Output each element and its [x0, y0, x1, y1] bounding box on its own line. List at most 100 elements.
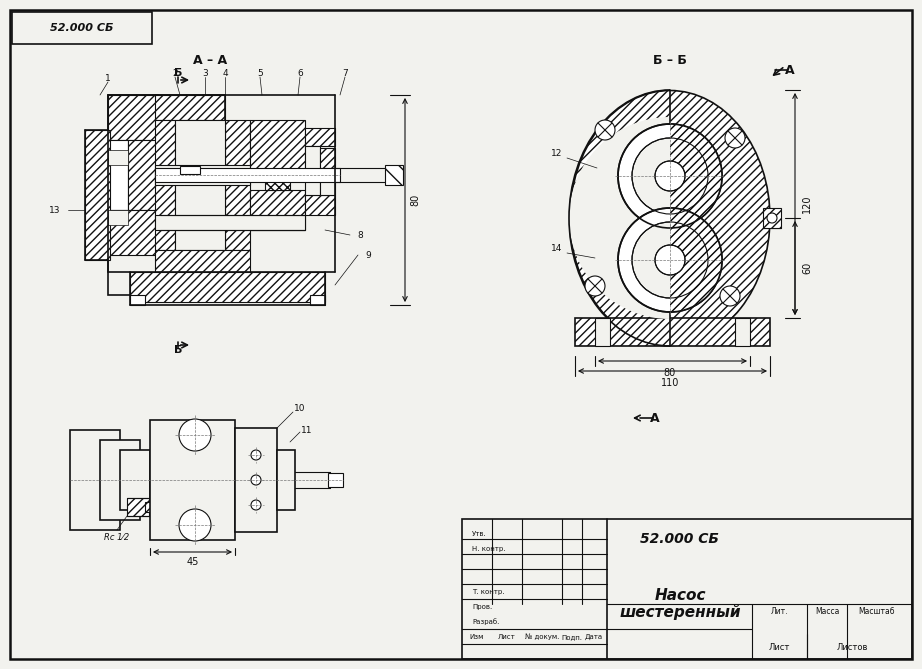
Text: 1: 1: [105, 74, 111, 82]
Bar: [462, 519, 912, 659]
Text: 12: 12: [551, 149, 562, 157]
Text: 45: 45: [187, 557, 199, 567]
Bar: [128, 140, 158, 210]
Bar: [108, 140, 128, 210]
Bar: [100, 440, 140, 520]
Wedge shape: [670, 124, 722, 228]
Circle shape: [179, 419, 211, 451]
Bar: [320, 175, 335, 195]
Circle shape: [179, 509, 211, 541]
Bar: [130, 295, 145, 305]
Text: Б – Б: Б – Б: [653, 54, 687, 66]
Circle shape: [655, 161, 685, 191]
Text: Масса: Масса: [815, 607, 839, 617]
Circle shape: [618, 124, 722, 228]
Circle shape: [251, 500, 261, 510]
Text: 52.000 СБ: 52.000 СБ: [641, 532, 719, 546]
Bar: [595, 318, 610, 346]
Bar: [320, 148, 335, 168]
Text: Утв.: Утв.: [472, 531, 487, 537]
Text: Разраб.: Разраб.: [472, 619, 500, 626]
Circle shape: [725, 128, 745, 148]
Text: Пров.: Пров.: [472, 604, 492, 610]
Bar: [70, 430, 120, 530]
Text: 80: 80: [410, 194, 420, 206]
Circle shape: [767, 213, 777, 223]
Text: 52.000 СБ: 52.000 СБ: [51, 23, 113, 33]
Bar: [155, 168, 340, 182]
Text: 3: 3: [202, 68, 207, 78]
Circle shape: [595, 120, 615, 140]
Bar: [265, 170, 290, 190]
Bar: [145, 502, 153, 512]
Circle shape: [632, 222, 708, 298]
Bar: [108, 210, 158, 255]
Bar: [155, 120, 175, 250]
Bar: [235, 428, 277, 532]
Text: 10: 10: [294, 403, 306, 413]
Ellipse shape: [570, 90, 770, 345]
Bar: [127, 498, 149, 516]
Text: 2: 2: [172, 68, 178, 78]
Text: Насос
шестеренный: Насос шестеренный: [620, 588, 740, 620]
Circle shape: [251, 450, 261, 460]
Bar: [250, 190, 305, 230]
Text: № докум.: № докум.: [525, 634, 559, 640]
Text: 6: 6: [297, 68, 302, 78]
Text: Дата: Дата: [585, 634, 603, 640]
Bar: [150, 420, 235, 540]
Text: 60: 60: [802, 262, 812, 274]
Text: 7: 7: [342, 68, 348, 78]
Text: А: А: [650, 411, 660, 425]
Circle shape: [632, 138, 708, 214]
Bar: [108, 150, 128, 165]
Bar: [385, 165, 403, 185]
Text: 4: 4: [222, 68, 228, 78]
Bar: [120, 450, 150, 510]
Text: Подп.: Подп.: [561, 634, 583, 640]
Bar: [305, 195, 335, 215]
Text: Листов: Листов: [836, 642, 868, 652]
Bar: [305, 128, 335, 146]
Circle shape: [585, 276, 605, 296]
Text: 9: 9: [365, 250, 371, 260]
Bar: [310, 295, 325, 305]
Wedge shape: [569, 117, 670, 319]
Text: 5: 5: [257, 68, 263, 78]
Text: А: А: [786, 64, 795, 76]
Text: А – А: А – А: [193, 54, 227, 66]
Bar: [225, 120, 250, 250]
Text: Н. контр.: Н. контр.: [472, 546, 505, 552]
Bar: [85, 130, 110, 260]
Bar: [735, 318, 750, 346]
Text: Б: Б: [174, 345, 183, 355]
Text: 110: 110: [661, 378, 680, 388]
Text: Лист: Лист: [498, 634, 516, 640]
Text: Лист: Лист: [768, 642, 789, 652]
Bar: [175, 120, 225, 175]
Text: 80: 80: [664, 368, 676, 378]
Bar: [250, 120, 305, 170]
Text: Изм: Изм: [470, 634, 484, 640]
Text: 11: 11: [301, 425, 313, 434]
Circle shape: [655, 245, 685, 275]
Text: Масштаб: Масштаб: [858, 607, 895, 617]
Bar: [108, 95, 158, 140]
Wedge shape: [670, 208, 722, 312]
Text: Лит.: Лит.: [770, 607, 787, 617]
Bar: [575, 318, 770, 346]
Bar: [277, 450, 295, 510]
Bar: [305, 146, 320, 195]
Bar: [155, 165, 250, 185]
Circle shape: [251, 475, 261, 485]
Text: 13: 13: [49, 205, 61, 215]
Circle shape: [618, 208, 722, 312]
Bar: [130, 272, 325, 302]
Bar: [155, 215, 305, 230]
Text: Т. контр.: Т. контр.: [472, 589, 504, 595]
Text: 120: 120: [802, 195, 812, 213]
Circle shape: [720, 286, 740, 306]
Text: 8: 8: [357, 231, 363, 240]
Bar: [175, 175, 225, 250]
Bar: [180, 166, 200, 174]
